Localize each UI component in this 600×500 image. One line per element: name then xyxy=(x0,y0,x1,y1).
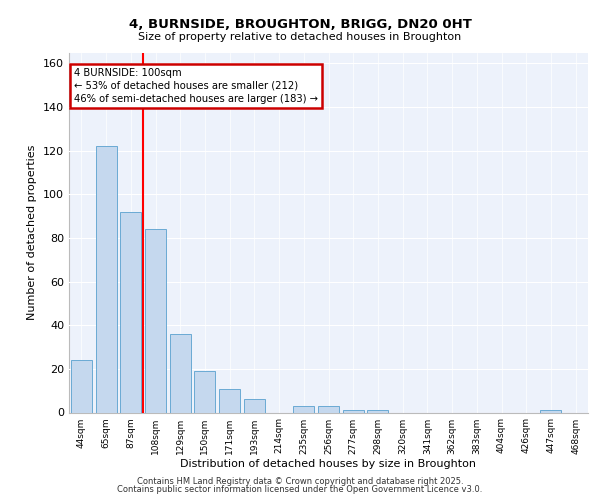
Bar xyxy=(219,388,240,412)
X-axis label: Distribution of detached houses by size in Broughton: Distribution of detached houses by size … xyxy=(181,460,476,469)
Bar xyxy=(145,229,166,412)
Text: Contains HM Land Registry data © Crown copyright and database right 2025.: Contains HM Land Registry data © Crown c… xyxy=(137,477,463,486)
Bar xyxy=(343,410,364,412)
Bar xyxy=(170,334,191,412)
Bar xyxy=(318,406,339,412)
Text: 4, BURNSIDE, BROUGHTON, BRIGG, DN20 0HT: 4, BURNSIDE, BROUGHTON, BRIGG, DN20 0HT xyxy=(128,18,472,30)
Text: Contains public sector information licensed under the Open Government Licence v3: Contains public sector information licen… xyxy=(118,485,482,494)
Bar xyxy=(194,371,215,412)
Bar xyxy=(71,360,92,412)
Bar xyxy=(541,410,562,412)
Bar xyxy=(293,406,314,412)
Bar xyxy=(367,410,388,412)
Bar xyxy=(120,212,141,412)
Text: 4 BURNSIDE: 100sqm
← 53% of detached houses are smaller (212)
46% of semi-detach: 4 BURNSIDE: 100sqm ← 53% of detached hou… xyxy=(74,68,318,104)
Bar xyxy=(95,146,116,412)
Text: Size of property relative to detached houses in Broughton: Size of property relative to detached ho… xyxy=(139,32,461,42)
Bar xyxy=(244,400,265,412)
Y-axis label: Number of detached properties: Number of detached properties xyxy=(28,145,37,320)
